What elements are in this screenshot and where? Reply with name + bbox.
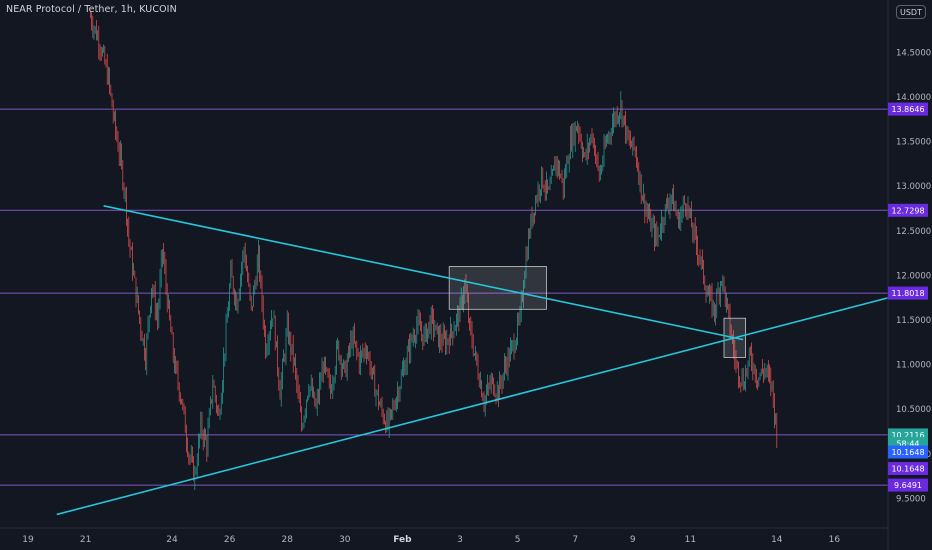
price-badge-label: 10.2116 [891, 431, 924, 440]
x-tick-label: 7 [572, 535, 578, 545]
x-tick-label: 19 [22, 535, 34, 545]
y-tick-label: 14.0000 [896, 93, 931, 103]
x-tick-label: 16 [829, 535, 841, 545]
currency-unit-button[interactable]: USDT [896, 5, 926, 19]
y-tick-label: 13.0000 [896, 182, 931, 192]
trendlines [56, 205, 893, 516]
price-badges: 13.864612.729811.801810.211658:4410.1648… [888, 102, 928, 492]
price-badge [888, 286, 928, 300]
price-badge-label: 58:44 [896, 440, 919, 449]
price-badge-label: 11.8018 [891, 289, 924, 298]
x-tick-label: 24 [166, 535, 178, 545]
price-badge [888, 462, 928, 476]
x-tick-label: 3 [457, 535, 463, 545]
x-tick-label: 26 [224, 535, 236, 545]
price-badge [888, 445, 928, 459]
x-tick-label: 21 [80, 535, 91, 545]
descending-trendline [103, 205, 744, 341]
price-badge [888, 102, 928, 116]
x-tick-label: 9 [630, 535, 636, 545]
y-tick-label: 12.5000 [896, 227, 931, 237]
y-tick-label: 10.5000 [896, 405, 931, 415]
x-tick-label: Feb [393, 535, 412, 545]
price-badge-label: 12.7298 [891, 206, 924, 215]
horizontal-levels [0, 108, 888, 486]
price-badge-label: 10.1648 [891, 465, 924, 474]
x-tick-label: 30 [339, 535, 351, 545]
y-tick-label: 11.5000 [896, 316, 931, 326]
price-badge-label: 13.8646 [891, 105, 924, 114]
y-tick-label: 14.5000 [896, 48, 931, 58]
x-tick-label: 5 [515, 535, 521, 545]
y-tick-label: 13.5000 [896, 138, 931, 148]
price-badge [888, 478, 928, 492]
y-tick-label: 9.5000 [896, 494, 926, 504]
chart-title: NEAR Protocol / Tether, 1h, KUCOIN [6, 4, 177, 15]
y-tick-label: 12.0000 [896, 271, 931, 281]
candles [90, 10, 778, 491]
x-tick-label: 28 [281, 535, 293, 545]
x-tick-label: 14 [771, 535, 783, 545]
price-badge-label: 10.1648 [891, 448, 924, 457]
ascending-trendline [56, 296, 893, 516]
x-tick-label: 11 [685, 535, 696, 545]
price-badge [888, 203, 928, 217]
price-badge-label: 9.6491 [894, 481, 922, 490]
rectangles [448, 266, 747, 358]
y-tick-label: 11.0000 [896, 361, 931, 371]
